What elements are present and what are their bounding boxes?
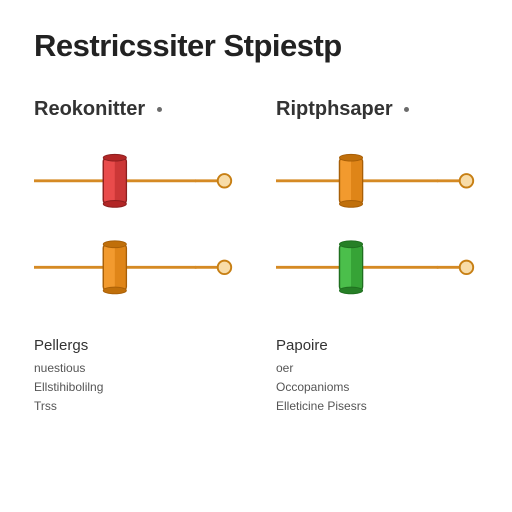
caption-line: Ellstihibolilng xyxy=(34,378,236,396)
caption-right: PapoireoerOccopaniomsElleticine Pisesrs xyxy=(276,335,478,415)
col-left: Reokonitter PellergsnuestiousEllstihibol… xyxy=(34,98,236,415)
caption-line: Elleticine Pisesrs xyxy=(276,397,478,415)
col-header-right: Riptphsaper xyxy=(276,98,478,121)
page-title: Restricssiter Stpiestp xyxy=(34,28,478,64)
diagram-right xyxy=(276,131,478,321)
col-right: Riptphsaper PapoireoerOccopaniomsElletic… xyxy=(276,98,478,415)
col-header-left-dot xyxy=(157,107,162,112)
caption-line: Pellergs xyxy=(34,335,236,358)
caption-line: nuestious xyxy=(34,359,236,377)
col-header-left: Reokonitter xyxy=(34,98,236,121)
col-header-right-dot xyxy=(404,107,409,112)
caption-line: oer xyxy=(276,359,478,377)
caption-line: Papoire xyxy=(276,335,478,358)
caption-line: Trss xyxy=(34,397,236,415)
diagram-left xyxy=(34,131,236,321)
col-header-left-label: Reokonitter xyxy=(34,98,145,120)
caption-line: Occopanioms xyxy=(276,378,478,396)
col-header-right-label: Riptphsaper xyxy=(276,98,393,120)
caption-left: PellergsnuestiousEllstihibolilngTrss xyxy=(34,335,236,415)
diagram-grid: Reokonitter PellergsnuestiousEllstihibol… xyxy=(34,98,478,415)
